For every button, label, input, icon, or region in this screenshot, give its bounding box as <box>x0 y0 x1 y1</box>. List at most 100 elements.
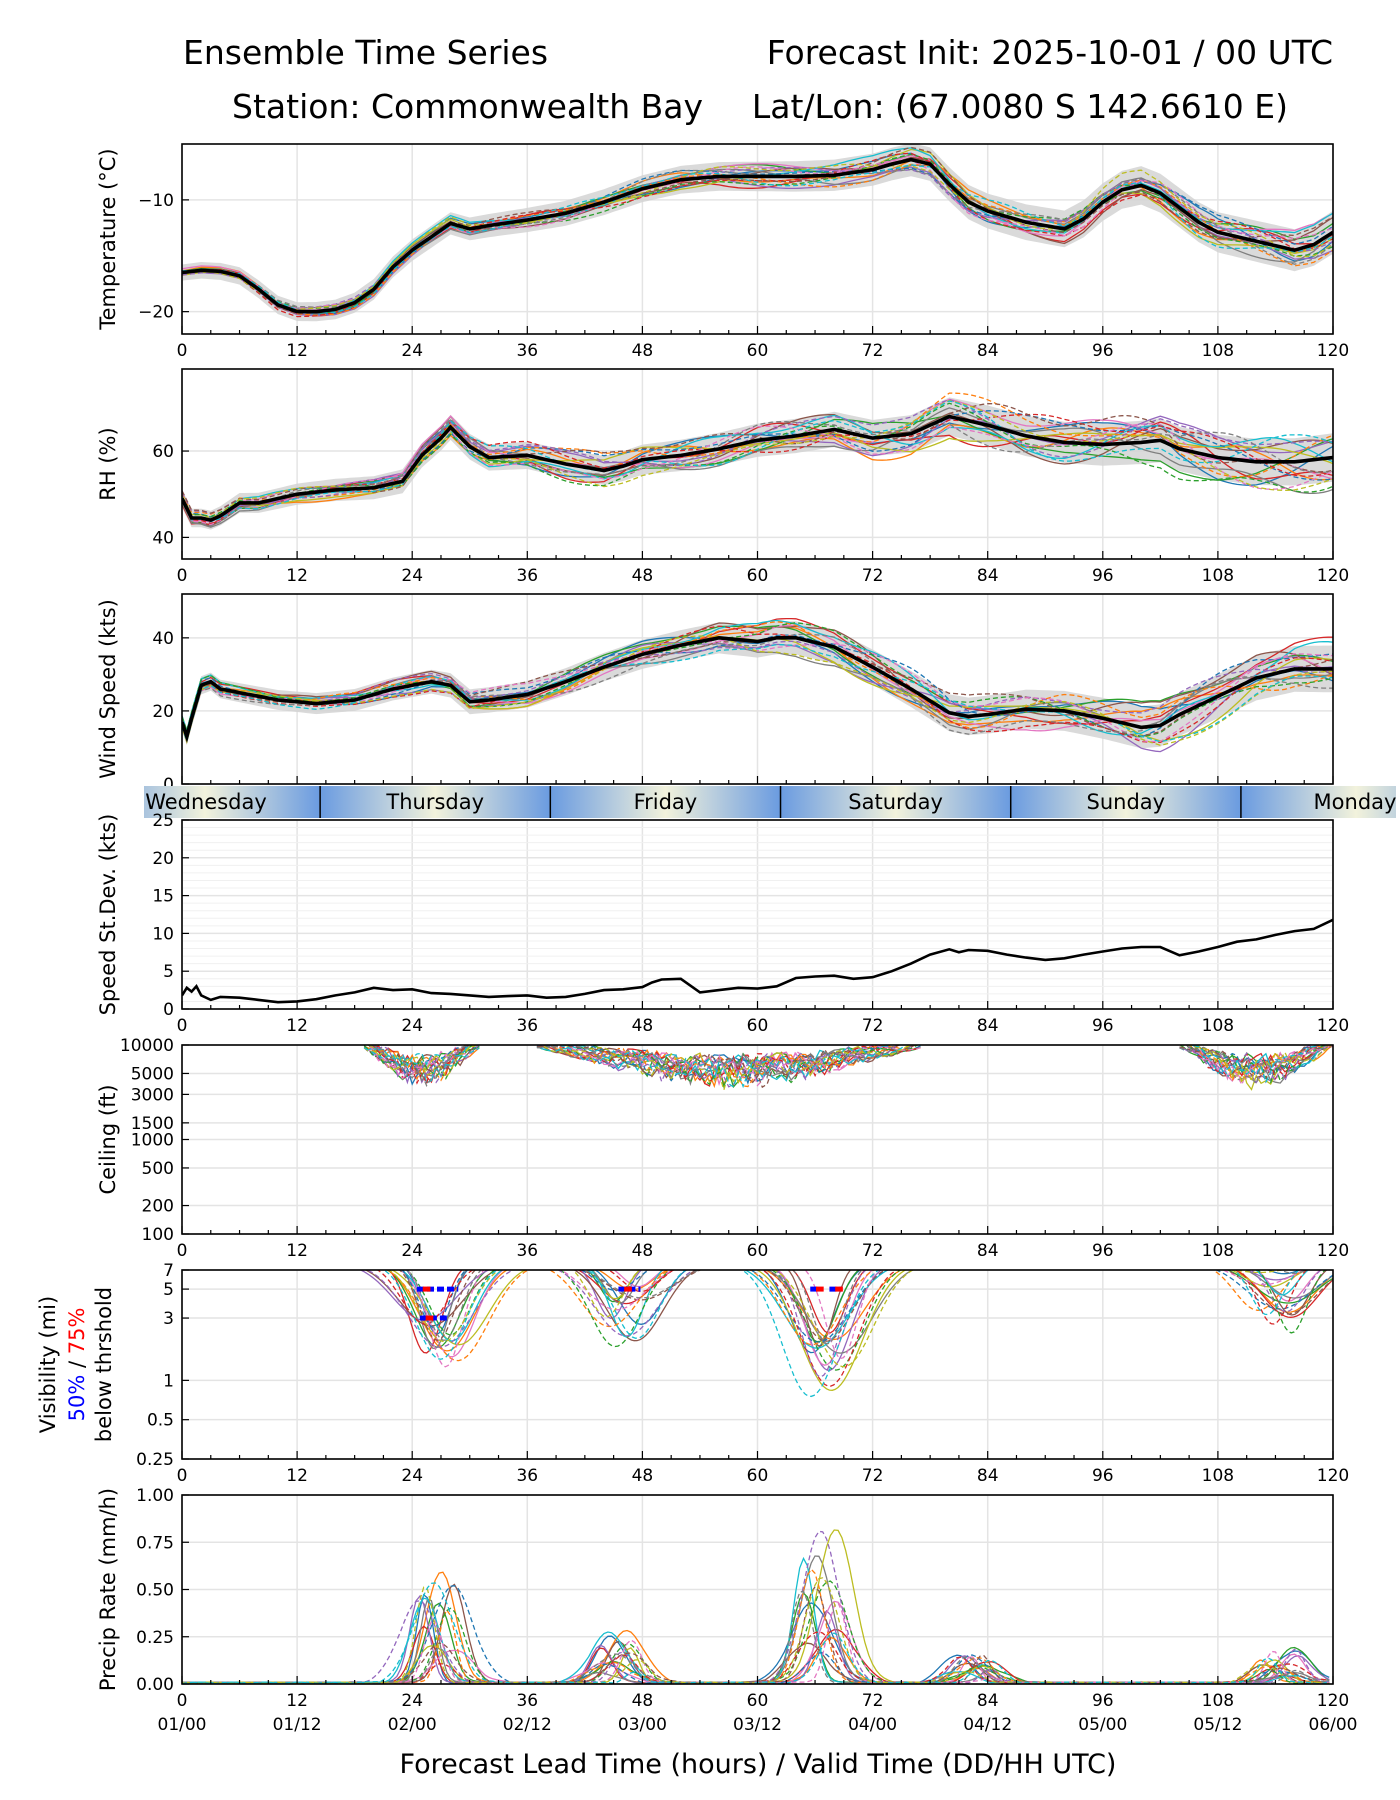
ensemble-member-line <box>182 163 1333 316</box>
day-label-thursday: Thursday <box>385 790 484 814</box>
x-tick-label: 96 <box>1092 1466 1114 1486</box>
visibility-member-line <box>792 1270 863 1345</box>
x-tick-label: 96 <box>1092 341 1114 361</box>
ensemble-member-line <box>182 423 1333 526</box>
ceiling-member-line <box>1186 1045 1319 1083</box>
ceiling-member-line <box>1192 1045 1326 1078</box>
x-tick-label: 72 <box>862 566 884 586</box>
visibility-member-line <box>743 1270 890 1349</box>
ceiling-member-line <box>559 1045 907 1089</box>
x-tick-label: 60 <box>747 1241 769 1261</box>
ceiling-member-line <box>366 1045 480 1080</box>
y-axis-label-speed-stdev: Speed St.Dev. (kts) <box>96 814 120 1016</box>
x-tick-label: 108 <box>1202 1016 1234 1036</box>
y-tick-label: 200 <box>142 1197 174 1217</box>
y-tick-label: 0 <box>163 775 174 795</box>
visibility-member-line <box>1233 1270 1285 1274</box>
x-tick-label: 60 <box>747 1691 769 1711</box>
x-tick-label: 72 <box>862 1016 884 1036</box>
y-tick-label: 10000 <box>120 1036 174 1056</box>
visibility-member-line <box>761 1270 898 1387</box>
x-tick-label: 108 <box>1202 1466 1234 1486</box>
visibility-member-line <box>1266 1270 1302 1275</box>
ensemble-mean-line <box>182 414 1333 522</box>
visibility-member-line <box>1245 1270 1307 1281</box>
y-tick-label: 1000 <box>131 1131 174 1151</box>
ceiling-member-line <box>363 1045 471 1078</box>
visibility-member-line <box>576 1270 675 1305</box>
x-tick-label: 120 <box>1317 1241 1349 1261</box>
valid-time-label: 05/00 <box>1078 1715 1127 1735</box>
y-axis-label-wind_speed: Wind Speed (kts) <box>96 599 120 779</box>
day-segment <box>550 786 781 818</box>
ceiling-member-line <box>556 1045 921 1082</box>
ensemble-member-line <box>182 154 1333 314</box>
visibility-member-line <box>401 1270 467 1328</box>
x-tick-label: 0 <box>177 1691 188 1711</box>
ensemble-member-line <box>182 621 1333 740</box>
x-tick-label: 36 <box>516 1466 538 1486</box>
visibility-member-line <box>590 1270 641 1300</box>
panel-temperature: −20 −10 0 12 24 36 48 60 72 84 96 108 120 Temperature… <box>96 143 1349 361</box>
visibility-member-line <box>398 1270 477 1341</box>
x-tick-label: 24 <box>401 341 423 361</box>
plot-area <box>182 144 1333 322</box>
x-tick-label: 0 <box>177 1016 188 1036</box>
y-tick-label: 40 <box>152 528 174 548</box>
x-tick-label: 0 <box>177 566 188 586</box>
ensemble-member-line <box>182 622 1333 741</box>
day-segment <box>1010 786 1241 818</box>
x-tick-label: 120 <box>1317 1691 1349 1711</box>
ensemble-member-line <box>182 640 1333 743</box>
visibility-member-line <box>586 1270 641 1303</box>
ceiling-member-line <box>1185 1045 1333 1086</box>
day-label-saturday: Saturday <box>848 790 943 814</box>
valid-time-label: 06/00 <box>1309 1715 1358 1735</box>
valid-time-label: 03/12 <box>733 1715 782 1735</box>
valid-time-label: 04/12 <box>963 1715 1012 1735</box>
x-tick-label: 36 <box>516 341 538 361</box>
ceiling-member-line <box>536 1045 917 1089</box>
x-tick-label: 84 <box>977 1691 999 1711</box>
plot-area <box>182 392 1333 530</box>
y-tick-label: 5 <box>163 962 174 982</box>
y-tick-label: 40 <box>152 629 174 649</box>
x-tick-label: 12 <box>286 1241 308 1261</box>
ceiling-member-line <box>539 1045 910 1093</box>
y-axis-label-visibility: Visibility (mi) <box>36 1296 60 1433</box>
x-tick-label: 36 <box>516 1241 538 1261</box>
visibility-member-line <box>755 1270 907 1391</box>
day-label-friday: Friday <box>634 790 698 814</box>
day-band: Wednesday Thursday Friday Saturday Sunday Mon… <box>0 786 1400 818</box>
x-tick-label: 12 <box>286 1016 308 1036</box>
y-tick-label: 25 <box>152 811 174 831</box>
y-axis-label-percentiles: 50% / 75% <box>65 1308 89 1422</box>
visibility-member-line <box>770 1270 902 1371</box>
y-axis-label-precip: Precip Rate (mm/h) <box>96 1488 120 1691</box>
x-tick-label: 36 <box>516 1691 538 1711</box>
x-tick-label: 60 <box>747 566 769 586</box>
panel-wind_speed: 0 20 40 Wind Speed (kts) <box>96 593 1334 795</box>
day-band-mask-right <box>1396 786 1400 818</box>
title-forecast-init: Forecast Init: 2025-10-01 / 00 UTC <box>767 33 1333 72</box>
visibility-member-line <box>1250 1270 1322 1313</box>
y-tick-label: 1500 <box>131 1114 174 1134</box>
y-tick-label: 0.5 <box>147 1411 174 1431</box>
y-tick-label: 1 <box>163 1371 174 1391</box>
precip-member-line <box>182 1530 1330 1684</box>
y-axis-label-threshold: below thrshold <box>92 1287 116 1442</box>
visibility-member-line <box>387 1270 501 1342</box>
y-axis-label-temperature: Temperature (°C) <box>96 148 120 330</box>
y-tick-label: 10 <box>152 924 174 944</box>
ensemble-mean-line <box>182 157 1333 314</box>
day-label-sunday: Sunday <box>1087 790 1166 814</box>
panel-speed_stdev: 0 5 10 15 20 25 0 12 24 36 48 60 72 84 96 108 120 Speed S… <box>96 811 1349 1036</box>
spread-band <box>182 621 1333 749</box>
day-band-mask-left <box>0 786 144 818</box>
ceiling-member-line <box>1191 1045 1320 1085</box>
x-tick-label: 36 <box>516 1016 538 1036</box>
x-tick-label: 84 <box>977 341 999 361</box>
x-tick-label: 24 <box>401 1241 423 1261</box>
ceiling-member-line <box>536 1045 921 1083</box>
